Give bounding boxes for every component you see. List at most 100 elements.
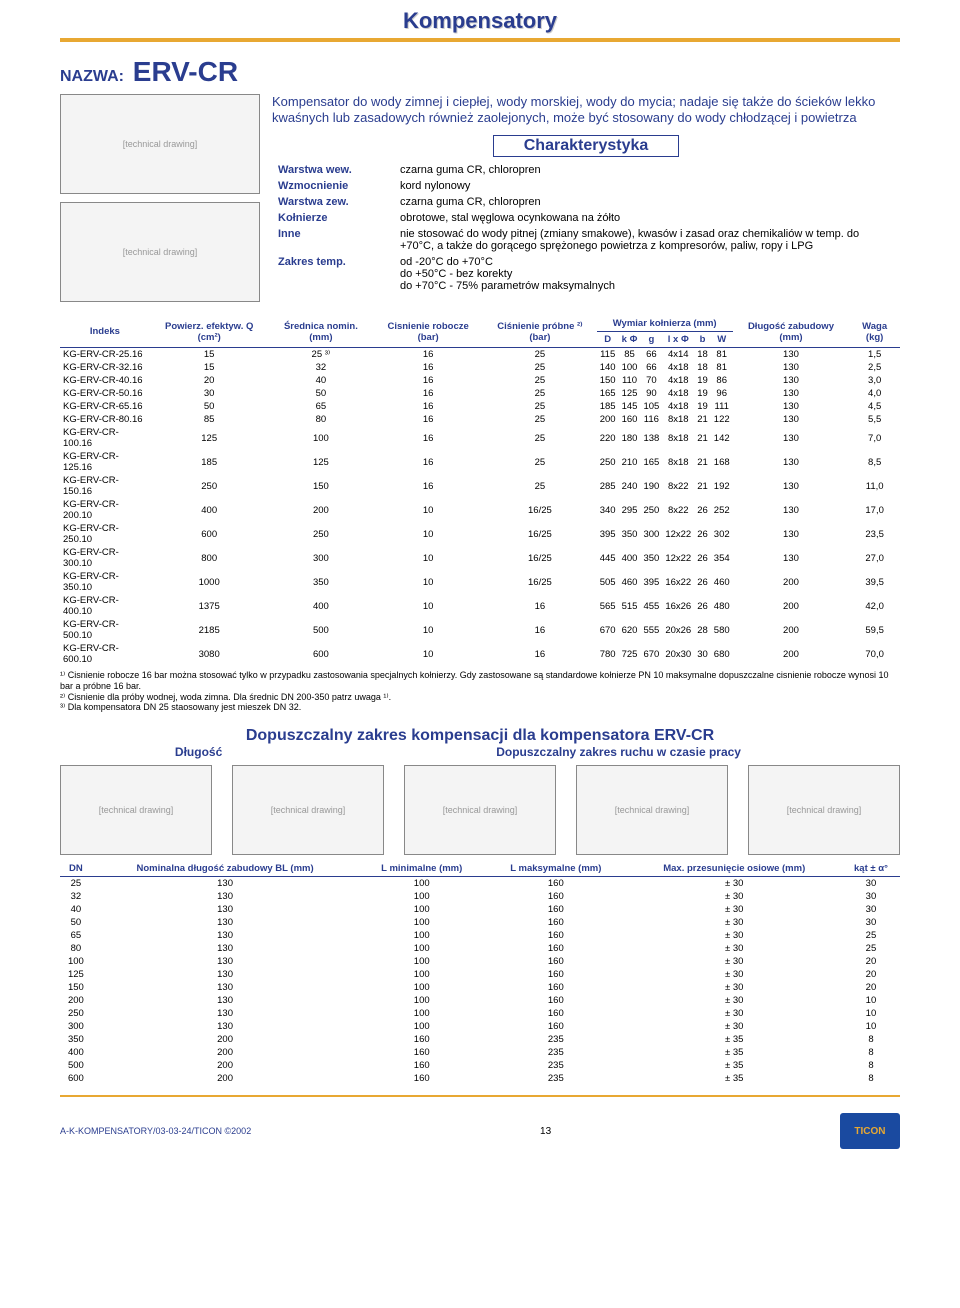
table-cell: 160 [358,1033,485,1046]
table-cell: 100 [358,877,485,891]
table-cell: 11,0 [849,474,900,498]
table-cell: 25 [842,942,900,955]
table-cell: 16x22 [662,570,694,594]
table-cell: 25 [60,877,92,891]
table-cell: 8x22 [662,474,694,498]
footnote: ²⁾ Cisnienie dla próby wodnej, woda zimn… [60,692,900,703]
table-cell: 252 [711,498,733,522]
char-val: czarna guma CR, chloropren [396,195,898,209]
char-key: Inne [274,227,394,253]
table-cell: 16 [373,426,483,450]
table-cell: 20 [842,968,900,981]
table-cell: ± 30 [627,942,842,955]
page-number: 13 [540,1126,551,1137]
table-row: KG-ERV-CR-600.103080600101678072567020x3… [60,642,900,666]
table-cell: 4x18 [662,400,694,413]
char-val: nie stosować do wody pitnej (zmiany smak… [396,227,898,253]
table-cell: 8 [842,1033,900,1046]
table-cell: 138 [640,426,662,450]
table-cell: 160 [485,916,626,929]
table-cell: 42,0 [849,594,900,618]
table-cell: 600 [150,522,269,546]
table-cell: 130 [733,400,850,413]
table-cell: 670 [640,642,662,666]
table-cell: 180 [619,426,641,450]
table-cell: KG-ERV-CR-150.16 [60,474,150,498]
table-row: KG-ERV-CR-250.106002501016/2539535030012… [60,522,900,546]
char-key: Warstwa zew. [274,195,394,209]
th2-bl: Nominalna długość zabudowy BL (mm) [92,861,359,877]
table-row: 150130100160± 3020 [60,981,900,994]
table-cell: 500 [60,1059,92,1072]
table-cell: ± 30 [627,890,842,903]
table-cell: 116 [640,413,662,426]
table-cell: 70 [640,374,662,387]
table-cell: ± 30 [627,968,842,981]
table-cell: 130 [733,374,850,387]
table-cell: 130 [92,1007,359,1020]
th-srednica: Średnica nomin. (mm) [269,316,374,348]
char-key: Wzmocnienie [274,179,394,193]
table-cell: 160 [358,1072,485,1085]
table-cell: 150 [269,474,374,498]
table-cell: 25 [842,929,900,942]
table-cell: 125 [150,426,269,450]
table-row: 250130100160± 3010 [60,1007,900,1020]
table-cell: 86 [711,374,733,387]
divider-bottom [60,1095,900,1097]
table-cell: 21 [694,450,711,474]
table-cell: 160 [358,1059,485,1072]
table-cell: 130 [92,929,359,942]
table-cell: 285 [597,474,619,498]
table-cell: 4x14 [662,348,694,362]
table-cell: 19 [694,374,711,387]
table-cell: 130 [92,877,359,891]
table-cell: 7,0 [849,426,900,450]
table-cell: 515 [619,594,641,618]
table-cell: 1375 [150,594,269,618]
table-cell: 10 [842,1007,900,1020]
table-cell: 18 [694,361,711,374]
table-cell: 18 [694,348,711,362]
table-cell: 21 [694,474,711,498]
table-cell: 16 [483,594,597,618]
table-cell: 445 [597,546,619,570]
table-cell: 20 [842,981,900,994]
table-cell: 130 [733,546,850,570]
table-cell: 90 [640,387,662,400]
table-cell: 300 [269,546,374,570]
th-w: W [711,332,733,348]
table-row: KG-ERV-CR-350.1010003501016/255054603951… [60,570,900,594]
table-cell: 8,5 [849,450,900,474]
table-cell: 302 [711,522,733,546]
table-row: 200130100160± 3010 [60,994,900,1007]
th-dlz: Długość zabudowy (mm) [733,316,850,348]
table-cell: KG-ERV-CR-80.16 [60,413,150,426]
table-cell: 10 [842,1020,900,1033]
spec-table: Indeks Powierz. efektyw. Q (cm²) Średnic… [60,316,900,666]
table-cell: 10 [373,618,483,642]
table-cell: 555 [640,618,662,642]
table-cell: 70,0 [849,642,900,666]
table-cell: 250 [60,1007,92,1020]
table-cell: KG-ERV-CR-200.10 [60,498,150,522]
table-row: KG-ERV-CR-100.1612510016252201801388x182… [60,426,900,450]
footnote: ³⁾ Dla kompensatora DN 25 staosowany jes… [60,702,900,713]
table-cell: 600 [60,1072,92,1085]
table-cell: 480 [711,594,733,618]
table-cell: 100 [619,361,641,374]
table-cell: 200 [60,994,92,1007]
diagram-flange: [technical drawing] [60,94,260,194]
table-row: KG-ERV-CR-40.1620401625150110704x1819861… [60,374,900,387]
table-row: KG-ERV-CR-150.1625015016252852401908x222… [60,474,900,498]
table-cell: 50 [60,916,92,929]
table-cell: 505 [597,570,619,594]
table-cell: 20x26 [662,618,694,642]
table-row: KG-ERV-CR-25.161525 ³⁾162511585664x14188… [60,348,900,362]
table-cell: 100 [358,955,485,968]
table-cell: KG-ERV-CR-32.16 [60,361,150,374]
table-cell: 670 [597,618,619,642]
table-row: 350200160235± 358 [60,1033,900,1046]
table-cell: 130 [92,968,359,981]
table-cell: 25 [483,400,597,413]
